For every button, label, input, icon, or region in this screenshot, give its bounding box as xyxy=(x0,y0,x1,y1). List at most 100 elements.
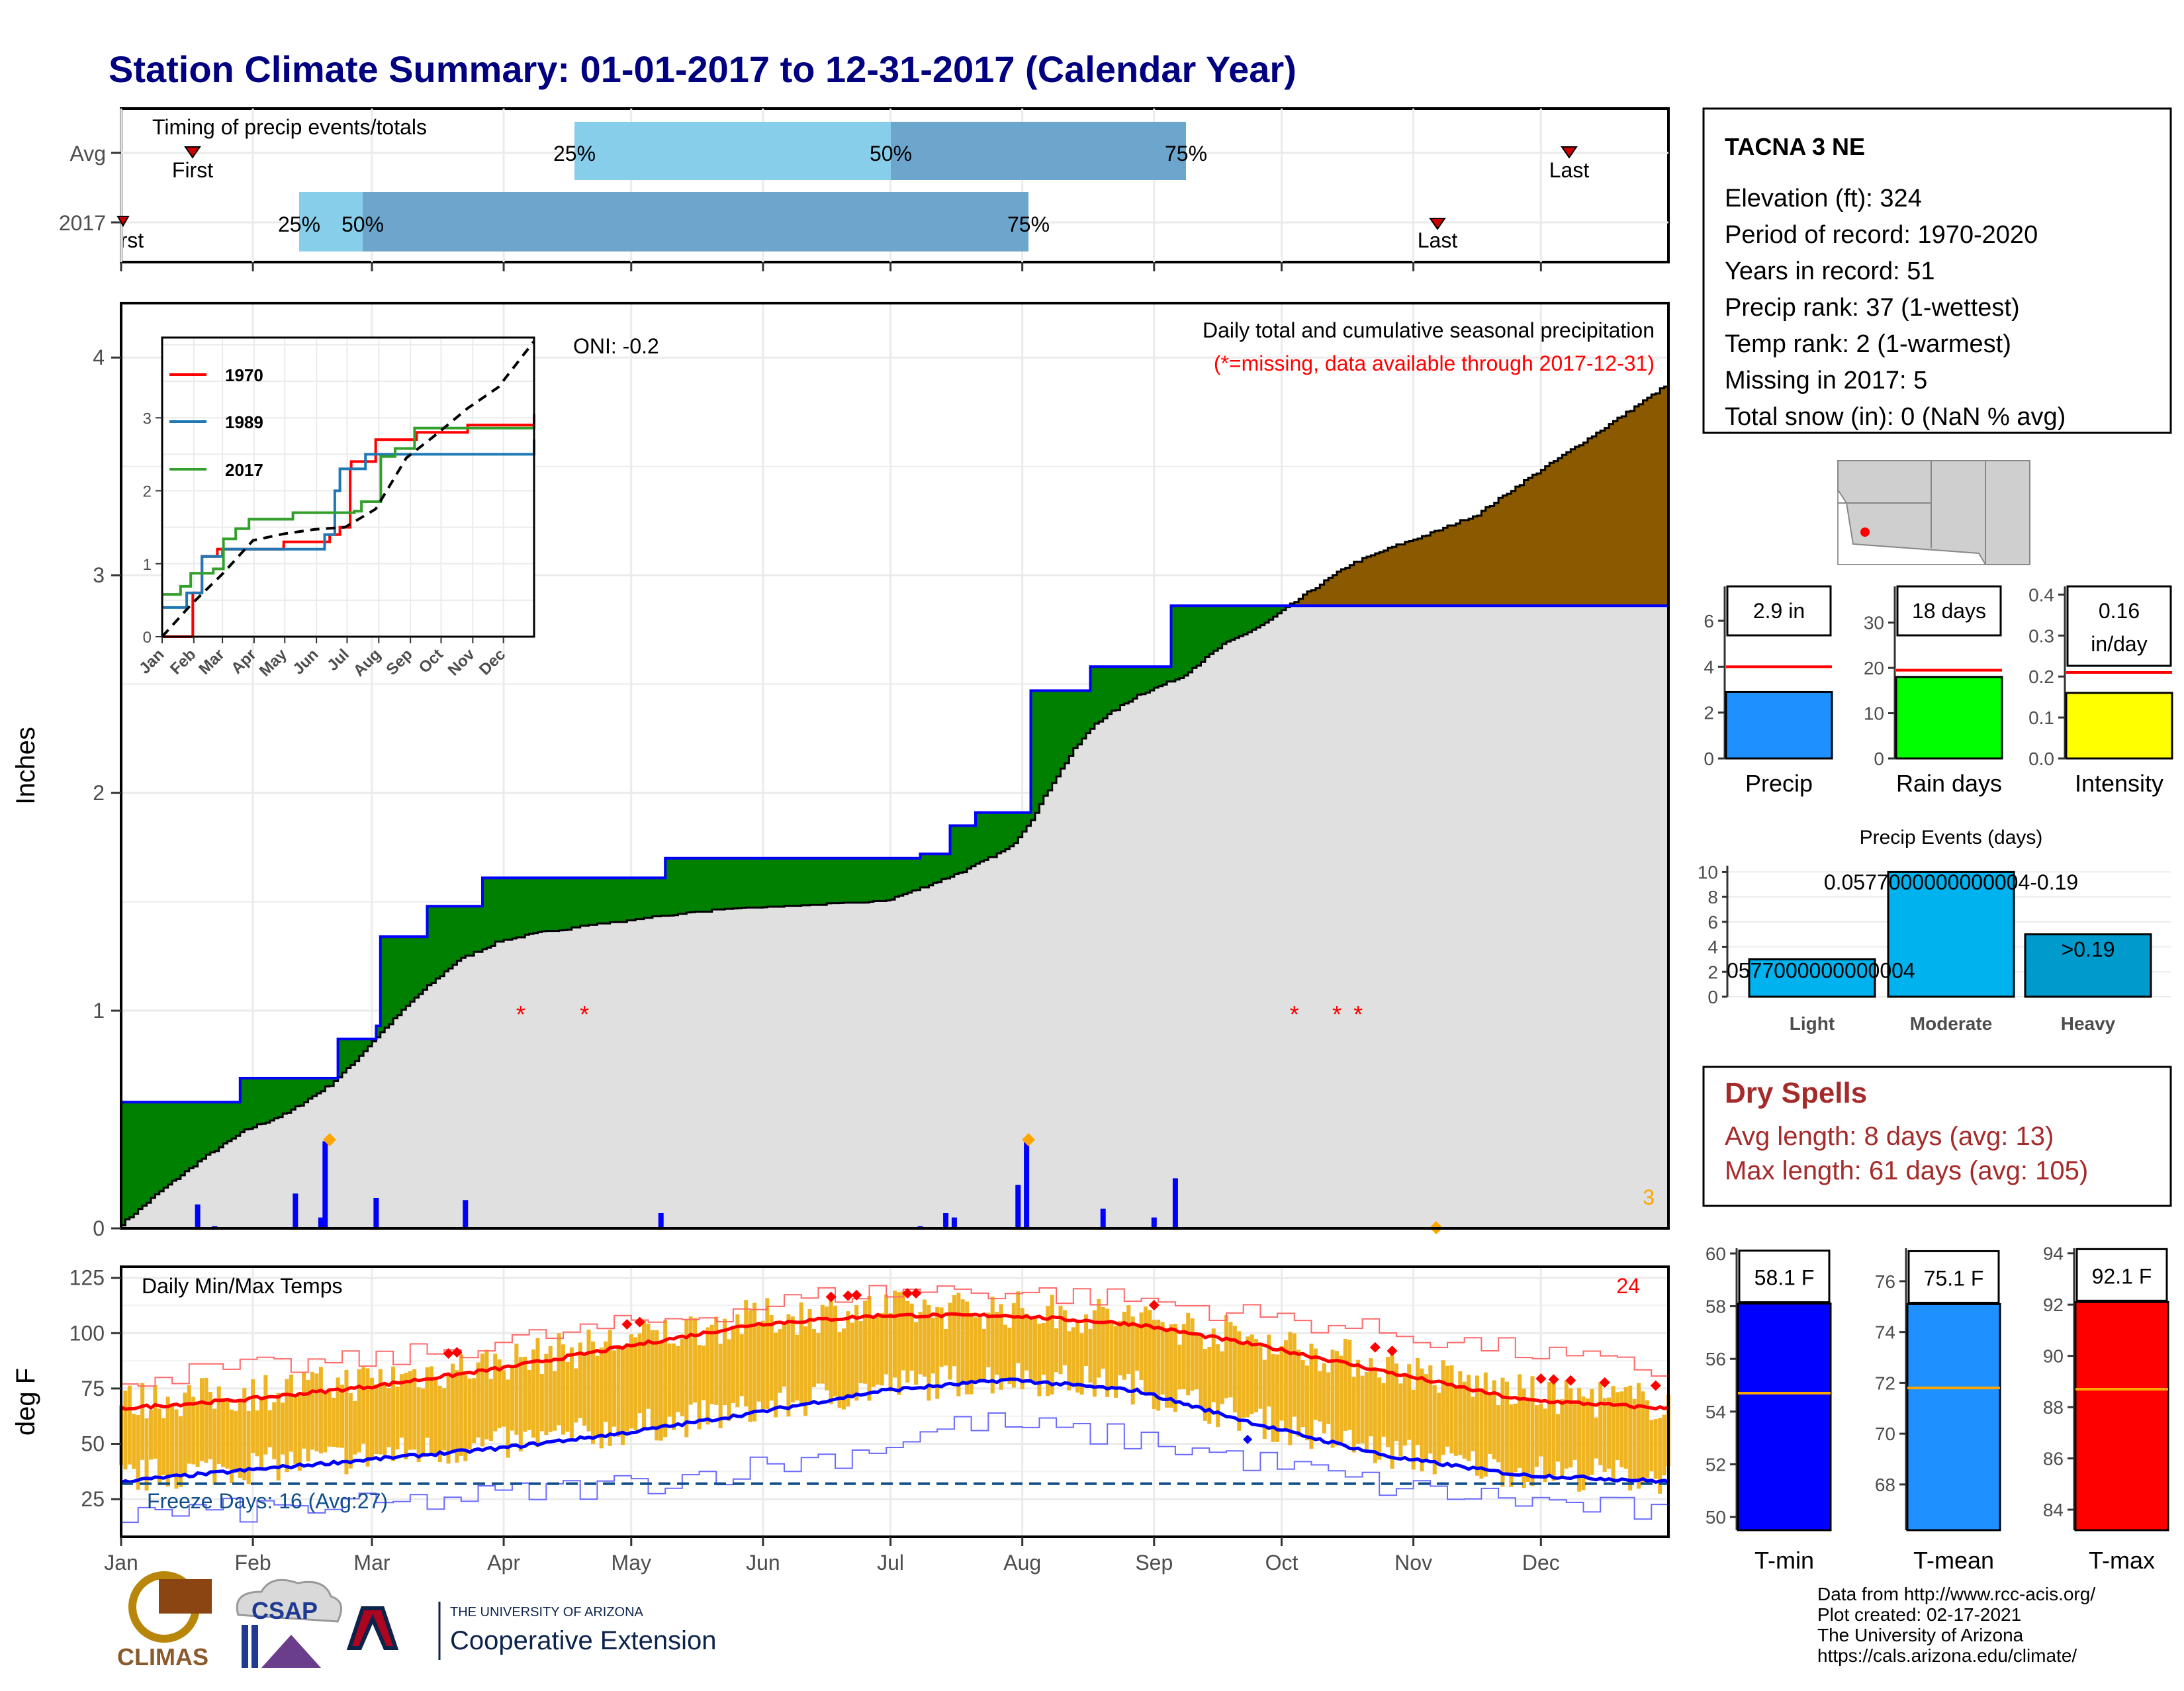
daily-precip-bar xyxy=(951,1217,957,1228)
precip-title: Daily total and cumulative seasonal prec… xyxy=(1203,318,1655,342)
daily-temp-bar xyxy=(557,1333,561,1426)
daily-temp-bar xyxy=(318,1367,323,1454)
daily-temp-bar xyxy=(1169,1324,1173,1408)
daily-temp-bar xyxy=(1492,1380,1496,1459)
daily-temp-bar xyxy=(1054,1328,1059,1373)
temp-x-tick: Aug xyxy=(1003,1551,1041,1575)
daily-temp-bar xyxy=(701,1346,705,1400)
daily-temp-bar xyxy=(310,1371,315,1450)
daily-temp-bar xyxy=(412,1369,417,1450)
temp-summary-label: 58.1 F xyxy=(1754,1266,1815,1290)
daily-temp-bar xyxy=(1173,1324,1177,1412)
temp-summary-bars: 50 52 54 56 58 60 58.1 F T-min 68 70 72 74 76 75.1 F T… xyxy=(1706,1244,2169,1574)
daily-temp-bar xyxy=(786,1314,791,1417)
daily-temp-bar xyxy=(1322,1363,1326,1434)
temp-x-tick: Jan xyxy=(104,1551,138,1575)
daily-temp-bar xyxy=(578,1342,582,1418)
daily-temp-bar xyxy=(965,1301,970,1394)
temp-summary-tick: 86 xyxy=(2043,1449,2064,1469)
daily-temp-bar xyxy=(731,1326,735,1403)
daily-temp-bar xyxy=(518,1357,523,1451)
daily-temp-bar xyxy=(1623,1387,1628,1469)
daily-temp-bar xyxy=(1539,1403,1543,1457)
inset-line-2017 xyxy=(162,425,535,596)
event-label: >0.19 xyxy=(2062,938,2115,962)
daily-temp-bar xyxy=(1351,1377,1356,1453)
daily-temp-bar xyxy=(1347,1340,1352,1430)
daily-temp-bar xyxy=(429,1366,433,1455)
daily-temp-bar xyxy=(774,1332,778,1418)
daily-temp-bar xyxy=(1543,1408,1547,1483)
daily-temp-bar xyxy=(756,1324,761,1402)
event-count-label: 3 xyxy=(1643,1185,1655,1209)
daily-temp-bar xyxy=(1590,1389,1594,1475)
daily-temp-bar xyxy=(1079,1333,1084,1395)
daily-temp-bar xyxy=(387,1388,391,1447)
daily-temp-bar xyxy=(344,1369,349,1475)
daily-temp-bar xyxy=(1114,1326,1118,1398)
daily-temp-bar xyxy=(969,1312,974,1394)
event-bar xyxy=(1748,958,1876,998)
daily-temp-bar xyxy=(1407,1364,1412,1440)
daily-temp-bar xyxy=(676,1346,680,1412)
record-max-line xyxy=(121,1285,1669,1387)
daily-temp-bar xyxy=(1509,1404,1514,1487)
daily-temp-bar xyxy=(437,1385,442,1463)
daily-temp-bar xyxy=(1177,1344,1182,1390)
daily-temp-bar xyxy=(1530,1376,1535,1486)
daily-temp-bar xyxy=(472,1378,477,1443)
y2017-q50-label: 50% xyxy=(341,212,384,236)
precip-y-tick: 2 xyxy=(93,781,105,805)
daily-temp-bar xyxy=(684,1320,689,1438)
y2017-q75-label: 75% xyxy=(1007,212,1050,236)
temp-summary-bar-0 xyxy=(1737,1303,1832,1531)
summary-bar-label: 2.9 in xyxy=(1753,599,1805,623)
daily-temp-bar xyxy=(820,1304,825,1384)
daily-temp-bar xyxy=(1084,1314,1089,1367)
daily-temp-bar xyxy=(187,1385,191,1464)
daily-temp-bar xyxy=(574,1368,578,1423)
daily-temp-bar xyxy=(1547,1382,1552,1476)
inset-y-tick: 0 xyxy=(143,629,152,647)
y2017-first-marker xyxy=(116,216,130,228)
record-high-marker xyxy=(911,1288,922,1299)
daily-temp-bar xyxy=(267,1410,272,1447)
daily-precip-bar xyxy=(1151,1217,1157,1228)
record-high-marker xyxy=(621,1318,633,1330)
daily-temp-bar xyxy=(922,1299,927,1377)
daily-precip-bar xyxy=(373,1197,379,1228)
daily-temp-bar xyxy=(1449,1365,1454,1454)
daily-temp-bar xyxy=(484,1349,489,1440)
daily-temp-bar xyxy=(476,1362,480,1438)
daily-temp-bar xyxy=(633,1337,638,1431)
daily-temp-bar xyxy=(561,1344,565,1435)
avg-q50-label: 50% xyxy=(870,142,912,165)
daily-temp-bar xyxy=(1318,1371,1322,1422)
daily-temp-bar xyxy=(565,1361,570,1432)
max-event-marker-1 xyxy=(323,1133,336,1146)
daily-temp-bar xyxy=(132,1414,136,1469)
daily-temp-bar xyxy=(612,1350,617,1427)
events-y-tick: 6 xyxy=(1707,912,1718,933)
daily-temp-bar xyxy=(1122,1312,1126,1380)
record-high-marker xyxy=(1548,1374,1559,1385)
daily-temp-bar xyxy=(1611,1386,1615,1482)
summary-bar-1 xyxy=(1895,676,2003,760)
avg-q25-label: 25% xyxy=(553,142,596,165)
daily-precip-bar xyxy=(943,1212,949,1228)
station-line: Years in record: 51 xyxy=(1725,257,1935,285)
daily-temp-bar xyxy=(1067,1331,1071,1391)
credit-line: Plot created: 02-17-2021 xyxy=(1817,1604,2021,1625)
daily-temp-bar xyxy=(1246,1336,1250,1418)
max-event-marker-2 xyxy=(1022,1133,1035,1146)
daily-temp-bar xyxy=(383,1383,387,1455)
daily-temp-bar xyxy=(739,1334,744,1396)
daily-temp-bar xyxy=(263,1375,268,1455)
station-line: Total snow (in): 0 (NaN % avg) xyxy=(1725,403,2066,431)
record-high-marker xyxy=(634,1316,645,1328)
daily-temp-bar xyxy=(1534,1405,1539,1467)
daily-precip-bar xyxy=(322,1141,328,1228)
summary-bar-tick: 6 xyxy=(1704,611,1714,631)
temp-summary-tick: 56 xyxy=(1706,1349,1726,1369)
daily-temp-bar xyxy=(157,1408,161,1485)
